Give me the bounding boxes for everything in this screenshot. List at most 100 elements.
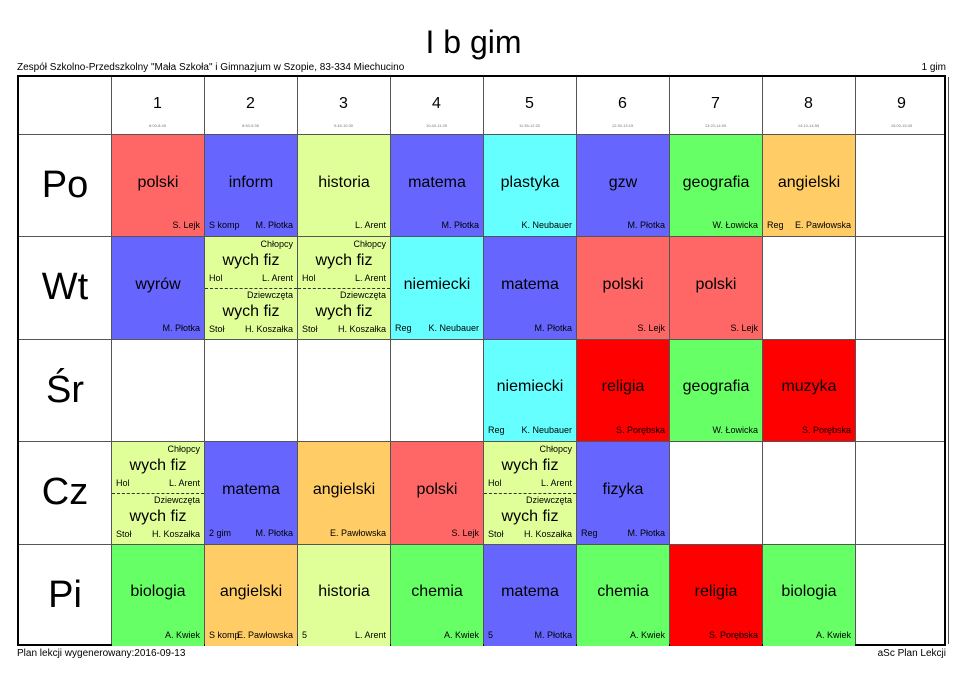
group-label: Chłopcy [539, 444, 572, 455]
room-label: S komp [209, 629, 240, 640]
teacher-name: E. Pawłowska [236, 629, 293, 640]
grid-hline [19, 236, 944, 238]
teacher-name: H. Koszałka [523, 528, 572, 539]
day-label: Wt [41, 266, 89, 309]
lesson-cell: chemia A. Kwiek [577, 544, 669, 646]
subject-name: matema [408, 173, 466, 191]
teacher-name: L. Arent [354, 629, 386, 640]
period-time: 13:20-14:05 [704, 123, 727, 128]
period-time: 14:10-14:55 [797, 123, 820, 128]
lesson-cell: matema M. Płotka [484, 237, 576, 339]
subject-name: chemia [411, 583, 463, 601]
teacher-name: L. Arent [354, 273, 386, 284]
grid-vline [762, 77, 763, 644]
subject-name: matema [501, 276, 559, 294]
subject-name: wych fiz [129, 457, 187, 475]
grid-vline [669, 77, 670, 644]
room-label: Reg [488, 425, 505, 436]
period-header: 3 9:45-10:30 [297, 77, 390, 134]
teacher-name: S. Lejk [730, 322, 758, 333]
subject-name: wych fiz [501, 507, 559, 525]
teacher-name: M. Płotka [255, 220, 293, 231]
subject-name: polski [416, 480, 458, 498]
grid-hline [19, 543, 944, 545]
day-label: Śr [46, 368, 84, 411]
lesson-cell: matema 2 gim M. Płotka [205, 442, 297, 544]
period-time: 10:40-11:25 [425, 123, 448, 128]
teacher-name: E. Pawłowska [329, 527, 386, 538]
class-code: 1 gim [921, 62, 946, 73]
day-label: Po [41, 164, 89, 206]
period-number: 8 [804, 95, 813, 112]
room-label: 5 [302, 629, 308, 640]
subject-name: polski [602, 276, 644, 294]
lesson-cell: fizyka Reg M. Płotka [577, 442, 669, 544]
teacher-name: S. Porębska [801, 425, 851, 436]
period-number: 9 [897, 95, 906, 112]
period-header: 8 14:10-14:55 [762, 77, 855, 134]
room-label: Reg [395, 322, 412, 333]
period-time: 11:35-12:20 [518, 123, 541, 128]
teacher-name: L. Arent [354, 220, 386, 231]
subject-name: geografia [682, 378, 750, 396]
subject-name: matema [222, 480, 280, 498]
grid-vline [390, 77, 391, 644]
lesson-cell: geografia W. Łowicka [670, 135, 762, 237]
lesson-cell: polski S. Lejk [112, 135, 204, 237]
subject-name: chemia [597, 583, 649, 601]
group-label: Dziewczęta [246, 290, 293, 301]
grid-hline [19, 441, 944, 443]
lesson-cell: gzw M. Płotka [577, 135, 669, 237]
timetable-grid: 1 8:00-8:45 2 8:50-9:35 3 9:45-10:30 4 10:40-11… [17, 75, 949, 646]
lesson-cell: niemiecki Reg K. Neubauer [484, 339, 576, 442]
grid-vline [948, 77, 949, 644]
grid-hline [19, 338, 944, 340]
group-label: Dziewczęta [525, 494, 572, 505]
teacher-name: L. Arent [168, 478, 200, 489]
room-label: Stoł [209, 324, 225, 335]
room-label: Hol [116, 478, 130, 489]
period-header: 6 12:30-13:15 [576, 77, 669, 134]
lesson-cell: biologia A. Kwiek [112, 544, 204, 646]
room-label: Stoł [488, 528, 504, 539]
period-time: 12:30-13:15 [611, 123, 634, 128]
teacher-name: M. Płotka [534, 629, 572, 640]
subject-name: muzyka [781, 378, 837, 396]
lesson-cell: angielski S komp E. Pawłowska [205, 544, 297, 646]
lesson-cell: inform S komp M. Płotka [205, 135, 297, 237]
teacher-name: L. Arent [261, 273, 293, 284]
lesson-cell: matema M. Płotka [391, 135, 483, 237]
room-label: Hol [488, 478, 502, 489]
period-number: 6 [618, 95, 627, 112]
room-label: Stoł [302, 324, 318, 335]
teacher-name: K. Neubauer [521, 220, 572, 231]
subject-name: plastyka [500, 173, 560, 191]
subject-name: angielski [219, 583, 283, 601]
group-label: Dziewczęta [339, 290, 386, 301]
teacher-name: S. Porębska [708, 629, 758, 640]
subject-name: angielski [312, 480, 376, 498]
subject-name: matema [501, 583, 559, 601]
teacher-name: H. Koszałka [337, 324, 386, 335]
subject-name: polski [137, 173, 179, 191]
generated-date: Plan lekcji wygenerowany:2016-09-13 [17, 648, 186, 659]
teacher-name: S. Lejk [451, 527, 479, 538]
subject-name: wych fiz [222, 252, 280, 270]
period-number: 2 [246, 95, 255, 112]
lesson-cell: Chłopcy wych fiz Hol L. Arent Dziewczęta wych… [298, 237, 390, 339]
room-label: Hol [302, 273, 316, 284]
group-label: Chłopcy [260, 239, 293, 250]
lesson-cell: religia S. Porębska [577, 339, 669, 442]
teacher-name: M. Płotka [627, 220, 665, 231]
room-label: Hol [209, 273, 223, 284]
subject-name: fizyka [602, 480, 644, 498]
period-header: 7 13:20-14:05 [669, 77, 762, 134]
lesson-cell: historia L. Arent [298, 135, 390, 237]
grid-vline [297, 77, 298, 644]
teacher-name: M. Płotka [534, 322, 572, 333]
teacher-name: H. Koszałka [244, 324, 293, 335]
period-number: 5 [525, 95, 534, 112]
subject-name: biologia [781, 583, 837, 601]
school-name: Zespół Szkolno-Przedszkolny "Mała Szkoła… [17, 62, 405, 73]
lesson-cell: historia 5 L. Arent [298, 544, 390, 646]
